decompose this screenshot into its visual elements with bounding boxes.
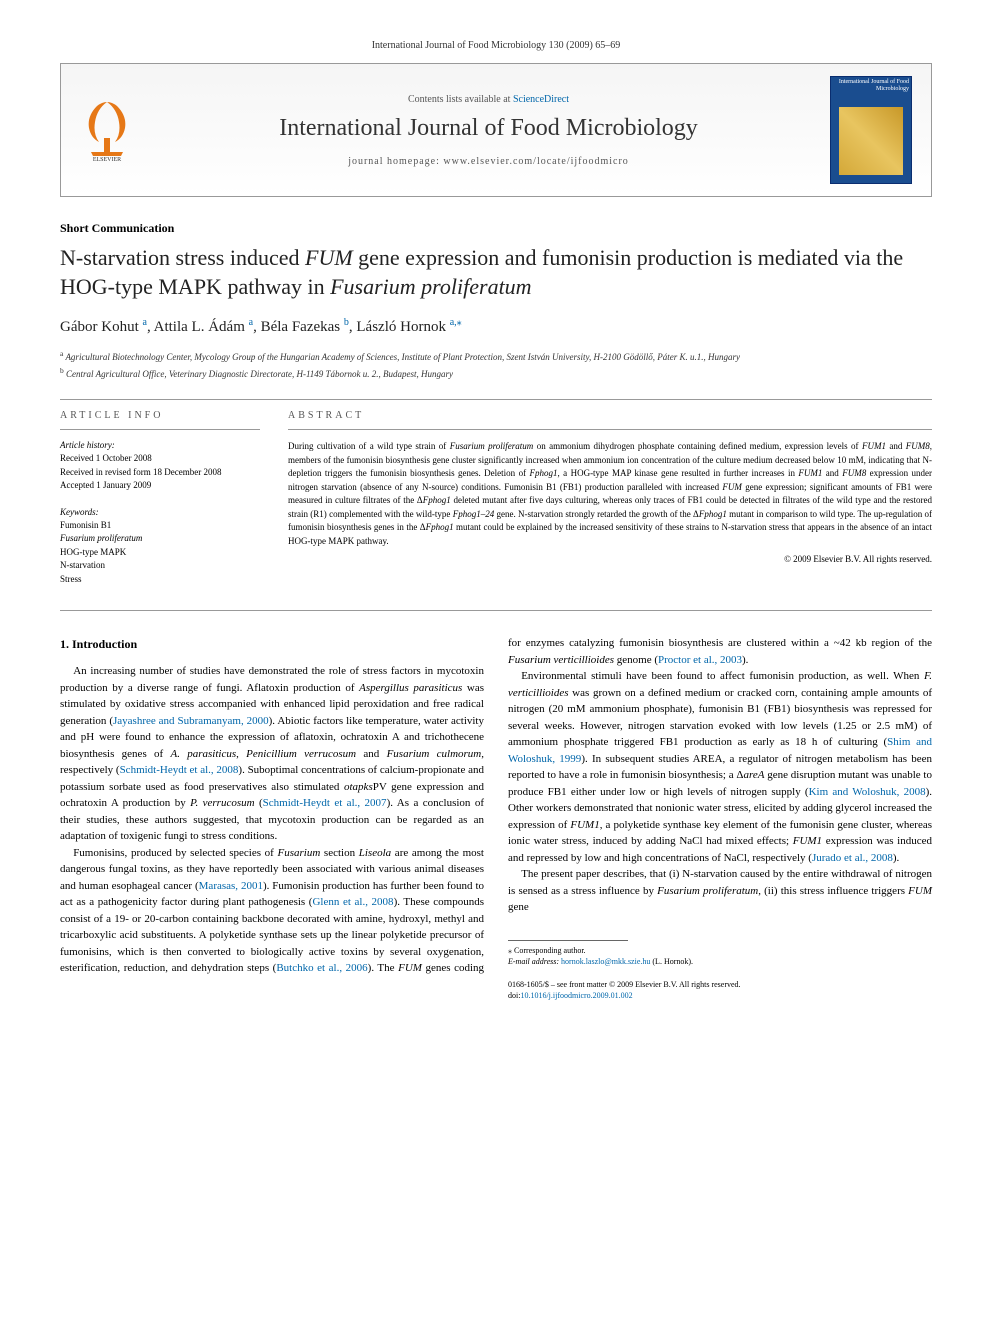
cover-title: International Journal of Food Microbiolo… — [831, 77, 911, 105]
author: Béla Fazekas b — [261, 319, 349, 335]
divider — [60, 610, 932, 611]
keyword: N-starvation — [60, 559, 260, 573]
body-paragraph: The present paper describes, that (i) N-… — [508, 866, 932, 916]
citation-link[interactable]: Kim and Woloshuk, 2008 — [809, 786, 926, 798]
journal-name: International Journal of Food Microbiolo… — [147, 115, 830, 142]
journal-cover-thumbnail: International Journal of Food Microbiolo… — [830, 76, 912, 184]
citation-link[interactable]: Schmidt-Heydt et al., 2008 — [120, 764, 239, 776]
svg-text:ELSEVIER: ELSEVIER — [93, 157, 121, 162]
keyword: Fumonisin B1 — [60, 519, 260, 533]
keyword: Stress — [60, 573, 260, 587]
issn-copyright-line: 0168-1605/$ – see front matter © 2009 El… — [508, 979, 932, 1001]
section-heading-introduction: 1. Introduction — [60, 635, 484, 653]
accepted-date: Accepted 1 January 2009 — [60, 479, 260, 493]
homepage-url[interactable]: www.elsevier.com/locate/ijfoodmicro — [443, 156, 628, 167]
publisher-logo-slot: ELSEVIER — [77, 94, 147, 167]
article-info-heading: article info — [60, 410, 260, 421]
citation-link[interactable]: Marasas, 2001 — [199, 880, 263, 892]
abstract-heading: abstract — [288, 410, 932, 421]
cover-image — [839, 107, 903, 175]
contents-available-line: Contents lists available at ScienceDirec… — [147, 94, 830, 105]
citation-link[interactable]: Shim and Woloshuk, 1999 — [508, 736, 932, 765]
author: László Hornok a,⁎ — [356, 319, 461, 335]
keywords-label: Keywords: — [60, 507, 260, 517]
doi-link[interactable]: 10.1016/j.ijfoodmicro.2009.01.002 — [520, 991, 632, 1000]
abstract-column: abstract During cultivation of a wild ty… — [288, 410, 932, 586]
body-paragraph: An increasing number of studies have dem… — [60, 663, 484, 845]
corresponding-author-footnote: ⁎ Corresponding author. E-mail address: … — [508, 945, 932, 967]
running-header: International Journal of Food Microbiolo… — [60, 40, 932, 51]
author: Gábor Kohut a — [60, 319, 147, 335]
footnote-separator — [508, 940, 628, 941]
divider — [60, 399, 932, 400]
citation-link[interactable]: Schmidt-Heydt et al., 2007 — [263, 797, 387, 809]
corresponding-star-icon[interactable]: ⁎ — [457, 317, 462, 328]
email-link[interactable]: hornok.laszlo@mkk.szie.hu — [561, 957, 650, 966]
journal-homepage-line: journal homepage: www.elsevier.com/locat… — [147, 156, 830, 167]
article-history-label: Article history: — [60, 440, 260, 450]
author: Attila L. Ádám a — [154, 319, 253, 335]
keyword: Fusarium proliferatum — [60, 532, 260, 546]
journal-banner: ELSEVIER Contents lists available at Sci… — [60, 63, 932, 197]
sciencedirect-link[interactable]: ScienceDirect — [513, 94, 569, 105]
citation-link[interactable]: Glenn et al., 2008 — [312, 896, 393, 908]
body-paragraph: Environmental stimuli have been found to… — [508, 668, 932, 866]
author-list: Gábor Kohut a, Attila L. Ádám a, Béla Fa… — [60, 317, 932, 336]
citation-link[interactable]: Jurado et al., 2008 — [812, 852, 893, 864]
citation-link[interactable]: Proctor et al., 2003 — [658, 654, 742, 666]
received-date: Received 1 October 2008 — [60, 452, 260, 466]
affiliations: a Agricultural Biotechnology Center, Myc… — [60, 348, 932, 381]
citation-link[interactable]: Jayashree and Subramanyam, 2000 — [113, 715, 269, 727]
star-icon: ⁎ — [508, 946, 512, 955]
abstract-copyright: © 2009 Elsevier B.V. All rights reserved… — [288, 554, 932, 564]
article-info-column: article info Article history: Received 1… — [60, 410, 260, 586]
abstract-text: During cultivation of a wild type strain… — [288, 440, 932, 548]
citation-link[interactable]: Butchko et al., 2006 — [276, 962, 367, 974]
revised-date: Received in revised form 18 December 200… — [60, 466, 260, 480]
elsevier-tree-logo: ELSEVIER — [77, 94, 137, 162]
article-type: Short Communication — [60, 221, 932, 236]
keyword: HOG-type MAPK — [60, 546, 260, 560]
body-text: 1. Introduction An increasing number of … — [60, 635, 932, 1001]
article-title: N-starvation stress induced FUM gene exp… — [60, 244, 932, 301]
